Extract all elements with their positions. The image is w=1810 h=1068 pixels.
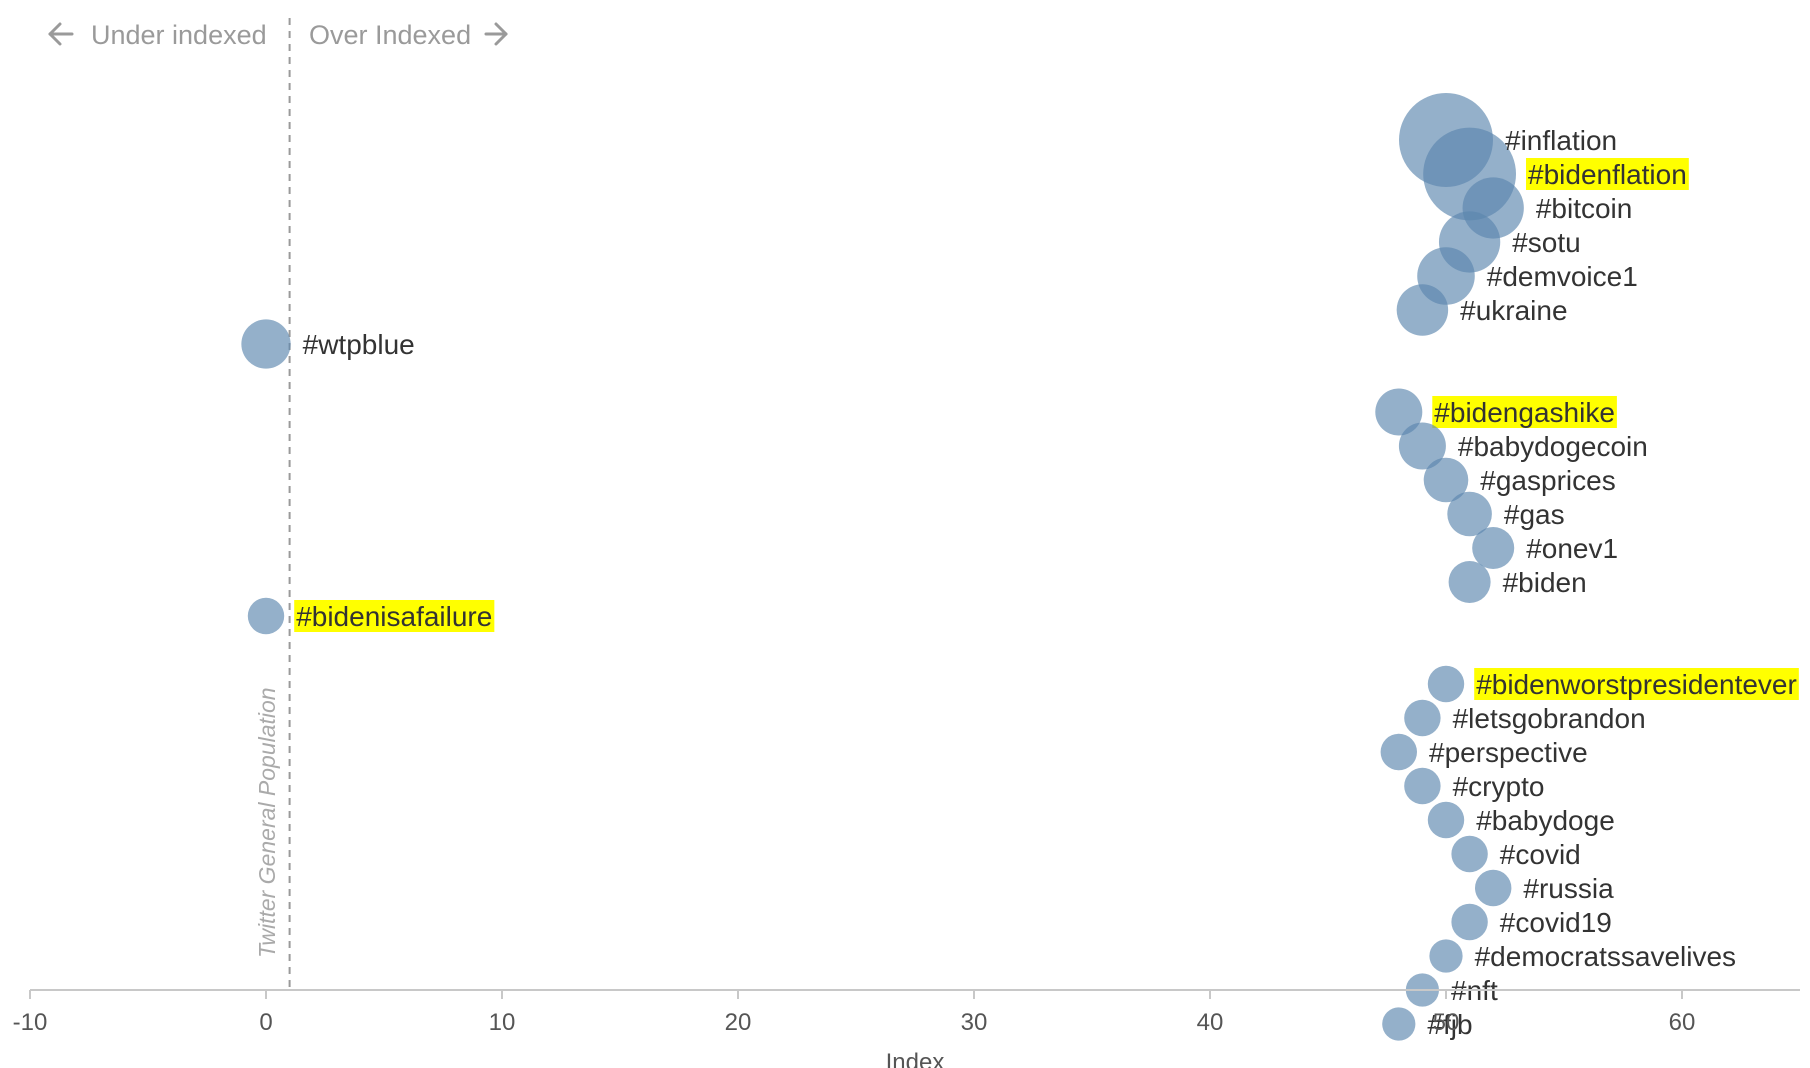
bubble-label: #bidenflation bbox=[1528, 159, 1687, 190]
bubble bbox=[1423, 457, 1469, 503]
bubble-label: #wtpblue bbox=[303, 329, 415, 360]
arrow-left-icon bbox=[48, 22, 74, 46]
bubble bbox=[1404, 699, 1441, 737]
x-tick-label: 40 bbox=[1197, 1009, 1224, 1036]
bubble-label: #bitcoin bbox=[1536, 193, 1633, 224]
x-tick-label: 20 bbox=[725, 1009, 752, 1036]
bubble-label: #babydogecoin bbox=[1458, 431, 1648, 462]
bubble-label: #sotu bbox=[1512, 227, 1581, 258]
x-tick-label: 30 bbox=[961, 1009, 988, 1036]
x-tick-label: -10 bbox=[13, 1009, 48, 1036]
over-indexed-region-label: Over Indexed bbox=[309, 20, 508, 50]
bubble-label: #gas bbox=[1504, 499, 1565, 530]
bubble bbox=[1427, 665, 1465, 703]
bubble bbox=[1448, 560, 1491, 604]
bubble bbox=[1429, 939, 1463, 973]
x-tick-label: 10 bbox=[489, 1009, 516, 1036]
bubble bbox=[1398, 422, 1446, 470]
bubble-series bbox=[241, 93, 1524, 1041]
bubble-label: #bidenworstpresidentever bbox=[1476, 669, 1797, 700]
bubble bbox=[1447, 491, 1492, 537]
bubble bbox=[1451, 903, 1488, 941]
label-highlight bbox=[294, 600, 495, 632]
bubble-label: #crypto bbox=[1453, 771, 1545, 802]
bubble-label: #russia bbox=[1523, 873, 1614, 904]
bubble-label: #bidengashike bbox=[1434, 397, 1615, 428]
reference-line-label: Twitter General Population bbox=[254, 687, 280, 958]
bubble bbox=[1396, 284, 1449, 336]
label-highlights bbox=[294, 158, 1799, 700]
bubble-label: #letsgobrandon bbox=[1453, 703, 1646, 734]
label-highlight bbox=[1526, 158, 1689, 190]
bubble-label: #babydoge bbox=[1476, 805, 1615, 836]
bubble-label: #inflation bbox=[1505, 125, 1617, 156]
bubble-label: #democratssavelives bbox=[1475, 941, 1736, 972]
bubble bbox=[1427, 801, 1465, 839]
label-highlight bbox=[1474, 668, 1799, 700]
bubble-labels: #inflation#bidenflation#bitcoin#sotu#dem… bbox=[296, 125, 1797, 1040]
bubble-label: #ukraine bbox=[1460, 295, 1567, 326]
bubble bbox=[1474, 869, 1512, 907]
bubble bbox=[1380, 733, 1418, 771]
under-indexed-region-label: Under indexed bbox=[48, 20, 267, 50]
x-tick-label: 0 bbox=[259, 1009, 272, 1036]
bubble-label: #covid bbox=[1500, 839, 1581, 870]
bubble-label: #demvoice1 bbox=[1487, 261, 1638, 292]
over-indexed-label: Over Indexed bbox=[309, 20, 471, 50]
bubble-label: #fjb bbox=[1427, 1009, 1472, 1040]
arrow-right-icon bbox=[484, 22, 508, 46]
bubble bbox=[1375, 388, 1423, 436]
bubble bbox=[1382, 1007, 1416, 1041]
x-tick-label: 60 bbox=[1669, 1009, 1696, 1036]
label-highlight bbox=[1432, 396, 1617, 428]
x-tick-label: 50 bbox=[1433, 1009, 1460, 1036]
bubble-label: #gasprices bbox=[1480, 465, 1615, 496]
bubble bbox=[1404, 767, 1441, 805]
bubble-label: #bidenisafailure bbox=[296, 601, 492, 632]
bubble bbox=[1451, 835, 1488, 873]
bubble-label: #perspective bbox=[1429, 737, 1588, 768]
x-axis-ticks: -10 0 10 20 30 40 50 60 bbox=[13, 990, 1696, 1036]
bubble bbox=[247, 597, 285, 635]
bubble-label: #onev1 bbox=[1526, 533, 1618, 564]
bubble bbox=[241, 319, 291, 369]
under-indexed-label: Under indexed bbox=[91, 20, 267, 50]
bubble-label: #covid19 bbox=[1500, 907, 1612, 938]
bubble-label: #biden bbox=[1503, 567, 1587, 598]
bubble bbox=[1472, 526, 1515, 570]
x-axis-title: Index bbox=[886, 1049, 945, 1068]
